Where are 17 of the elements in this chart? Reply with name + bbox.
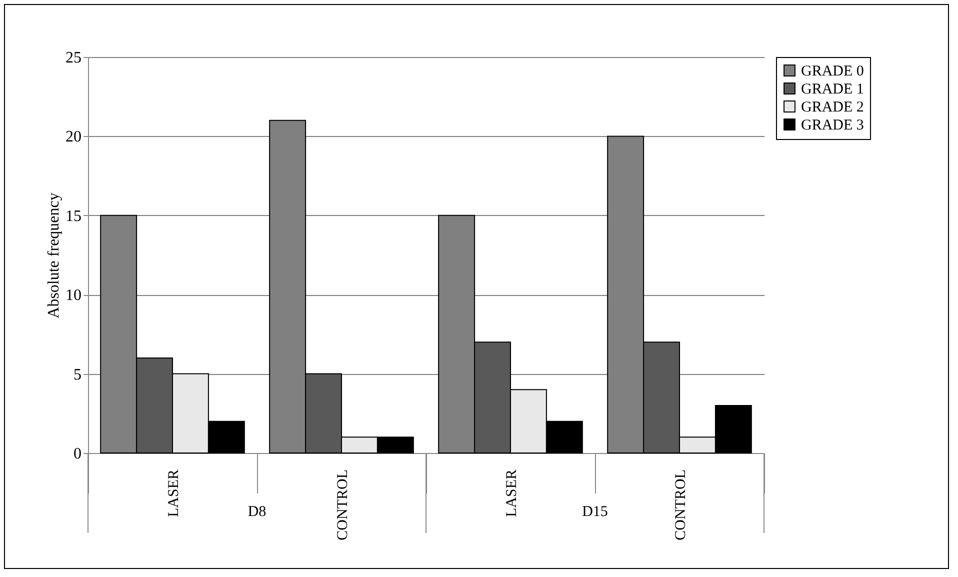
y-tick-label: 5 [74,366,82,384]
legend-label: GRADE 2 [801,100,864,116]
x-tick-label: CONTROL [335,470,351,540]
y-tick-label: 10 [66,287,82,304]
x-tick-label: LASER [166,470,182,518]
y-axis-title: Absolute frequency [46,192,62,318]
y-tick-label: 25 [66,50,82,66]
y-tick-label: 0 [74,446,82,462]
x-tick-label: CONTROL [673,470,689,540]
y-tick-label: 20 [66,128,82,146]
y-tick-label: 15 [66,208,82,225]
text: D15 [582,504,608,520]
legend-label: GRADE 3 [801,118,864,134]
legend-label: GRADE 0 [801,64,864,80]
x-tick-label: LASER [504,470,520,518]
legend-label: GRADE 1 [801,82,864,98]
text: D8 [248,504,266,520]
